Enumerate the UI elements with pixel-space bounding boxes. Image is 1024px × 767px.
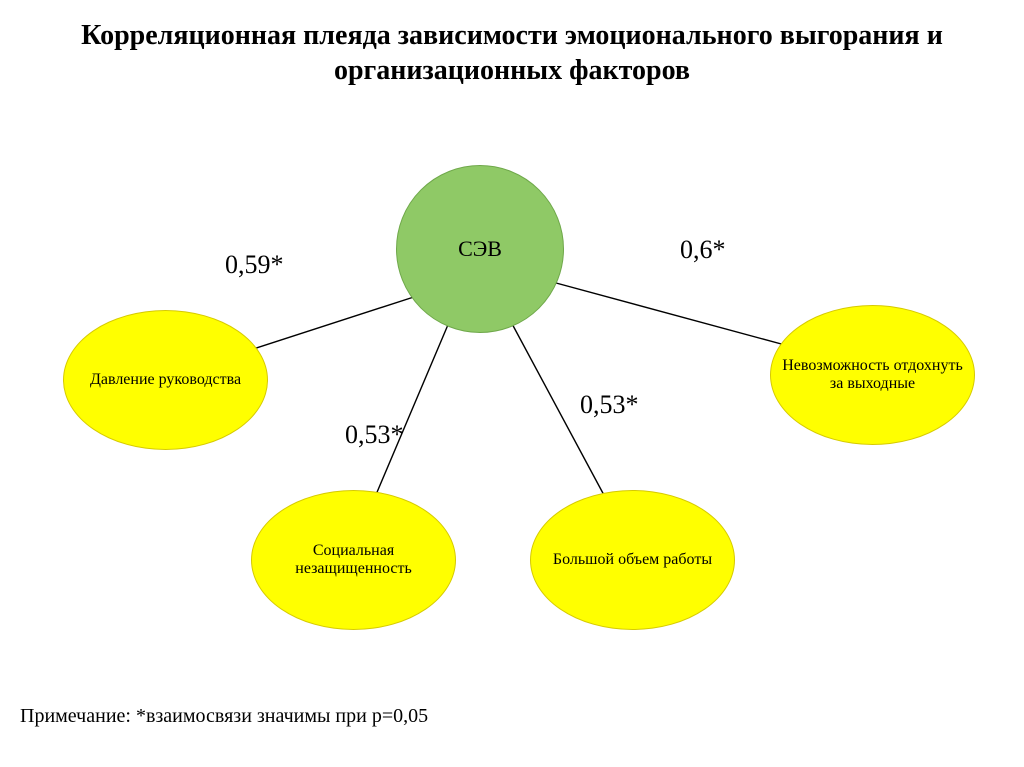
footnote: Примечание: *взаимосвязи значимы при р=0… xyxy=(20,705,428,728)
node-label: Давление руководства xyxy=(90,371,241,389)
edge-label: 0,59* xyxy=(225,250,284,280)
center-node: СЭВ xyxy=(396,165,564,333)
edge-label: 0,53* xyxy=(580,390,639,420)
node-label: СЭВ xyxy=(458,236,502,262)
edge-line xyxy=(375,320,450,497)
peripheral-node-rest: Невозможность отдохнуть за выходные xyxy=(770,305,975,445)
peripheral-node-pressure: Давление руководства xyxy=(63,310,268,450)
peripheral-node-social: Социальная незащищенность xyxy=(251,490,456,630)
edge-line xyxy=(250,295,420,350)
diagram-title: Корреляционная плеяда зависимости эмоцио… xyxy=(0,18,1024,88)
edge-label: 0,6* xyxy=(680,235,726,265)
peripheral-node-workload: Большой объем работы xyxy=(530,490,735,630)
node-label: Большой объем работы xyxy=(553,551,712,569)
edge-label: 0,53* xyxy=(345,420,404,450)
edge-line xyxy=(545,280,785,345)
node-label: Невозможность отдохнуть за выходные xyxy=(779,357,966,393)
node-label: Социальная незащищенность xyxy=(260,542,447,578)
